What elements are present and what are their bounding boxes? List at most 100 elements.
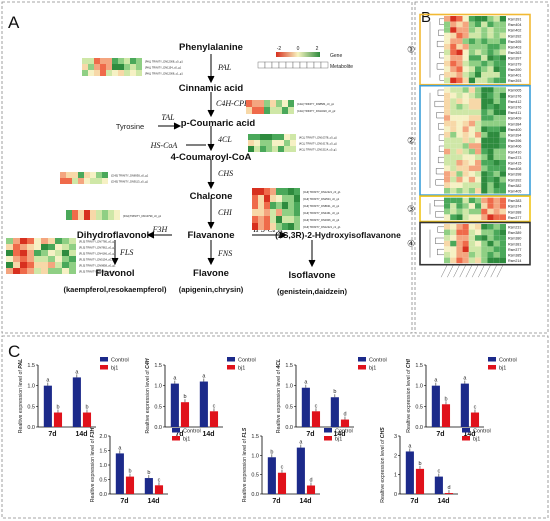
cluster-heatmap-cell (444, 92, 451, 99)
gene-id-label: [F3H] TRINITY_DN10799_c0_g1 (123, 214, 162, 218)
cluster-heatmap-cell (450, 49, 457, 56)
cluster-heatmap-cell (475, 21, 482, 28)
heatmap-cell (13, 268, 20, 274)
cluster-heatmap-cell (468, 21, 475, 28)
heatmap-cell (62, 262, 69, 268)
cluster-heatmap-cell (499, 137, 506, 144)
heatmap-cell (106, 58, 112, 64)
cluster-heatmap-cell (493, 115, 500, 121)
cluster-heatmap-cell (456, 182, 463, 188)
cluster-heatmap-cell (450, 176, 457, 183)
y-axis-gene: FLS (242, 427, 248, 437)
heatmap-cell (266, 134, 272, 140)
heatmap-cell (252, 188, 258, 195)
cluster-heatmap-cell (475, 87, 482, 93)
x-category-label: 14d (299, 498, 311, 505)
dendrogram-branch (435, 179, 444, 186)
heatmap-cell (288, 188, 294, 195)
heatmap-cell (258, 209, 264, 216)
bar (72, 377, 81, 427)
cluster-heatmap-cell (481, 240, 488, 247)
cluster-heatmap-cell (487, 252, 494, 258)
cluster-heatmap-cell (475, 235, 482, 241)
cluster-row-label: Rsm382 (508, 184, 521, 188)
cluster-heatmap-cell (468, 44, 475, 50)
heatmap-cell (248, 140, 254, 146)
cluster-heatmap-cell (499, 44, 506, 50)
cluster-heatmap-cell (456, 16, 463, 22)
legend-swatch (100, 365, 108, 370)
gene-id-label: [4CL] TRINITY_DN10378_c0_g1 (299, 135, 337, 139)
bar (431, 385, 440, 427)
cluster-heatmap-cell (475, 72, 482, 78)
significance-letter: c (213, 403, 216, 409)
legend-swatch (488, 357, 496, 362)
cluster-heatmap-cell (450, 44, 457, 50)
cluster-heatmap-cell (456, 154, 463, 160)
heatmap-cell (88, 64, 94, 70)
y-tick-label: 1.0 (99, 463, 107, 469)
cluster-heatmap-cell (450, 132, 457, 138)
cluster-heatmap-cell (462, 27, 469, 33)
heatmap-cell (48, 244, 55, 250)
cluster-heatmap-cell (468, 109, 475, 116)
cluster-heatmap-cell (444, 55, 451, 61)
bar (180, 402, 190, 427)
cluster-heatmap-cell (487, 55, 494, 61)
cluster-row-label: Rsm391 (508, 17, 521, 21)
cluster-heatmap-cell (481, 126, 488, 132)
cluster-heatmap-cell (456, 60, 463, 67)
cluster-heatmap-cell (450, 252, 457, 258)
cluster-heatmap-cell (493, 143, 500, 149)
heatmap-cell (248, 146, 254, 152)
cluster-heatmap-cell (499, 235, 506, 241)
pathway-diagram: Phenylalanine Cinnamic acid p-Coumaric a… (6, 42, 401, 296)
y-axis-label: Realtive expression level of FLS (242, 427, 248, 502)
heatmap-cell (252, 209, 258, 216)
cluster-heatmap-cell (499, 126, 506, 132)
heatmap-cell (66, 178, 72, 184)
cluster-heatmap-cell (487, 257, 494, 264)
heatmap-cell (6, 238, 13, 244)
cluster-row-label: Rsm374 (508, 205, 521, 209)
cluster-heatmap-cell (481, 38, 488, 44)
cluster-heatmap-cell (462, 252, 469, 258)
heatmap-cell (20, 262, 27, 268)
heatmap-cell (84, 178, 90, 184)
bar (340, 419, 350, 427)
legend-swatch (488, 365, 496, 370)
heatmap-cell (290, 140, 296, 146)
heatmap-cell (136, 64, 142, 70)
cluster-row-label: Rsm379 (508, 62, 521, 66)
cluster-heatmap-cell (468, 132, 475, 138)
gene-id-label: [FLS] TRINITY_DN5154_c0_g1 (79, 257, 116, 261)
cluster-heatmap-cell (450, 246, 457, 252)
heatmap-cell (288, 202, 294, 209)
cluster-heatmap-cell (444, 16, 451, 22)
heatmap-cell (258, 107, 264, 114)
cluster-heatmap-cell (475, 104, 482, 110)
heatmap-cell (270, 188, 276, 195)
cluster-heatmap-cell (450, 143, 457, 149)
heatmap-cell (20, 268, 27, 274)
cluster-heatmap-cell (493, 126, 500, 132)
metabolite-p-coumaric-acid: p-Coumaric acid (181, 118, 256, 129)
significance-letter: a (408, 443, 412, 449)
cluster-heatmap-cell (499, 182, 506, 188)
cluster-heatmap-cell (456, 98, 463, 104)
heatmap-cell (258, 202, 264, 209)
cluster-heatmap-cell (475, 240, 482, 247)
heatmap-cell (130, 70, 136, 76)
cluster-heatmap-cell (450, 182, 457, 188)
cluster-label: ④ (407, 239, 415, 249)
cluster-heatmap-cell (493, 98, 500, 104)
cluster-heatmap-cell (499, 132, 506, 138)
y-tick-label: 0.5 (27, 404, 35, 410)
heatmap-cell (270, 107, 276, 114)
cluster-heatmap-cell (444, 143, 451, 149)
cluster-heatmap-cell (444, 66, 451, 72)
y-tick-label: 1.0 (251, 453, 259, 459)
heatmap-cell (282, 216, 288, 223)
heatmap-cell (48, 238, 55, 244)
cluster-heatmap-cell (462, 148, 469, 155)
